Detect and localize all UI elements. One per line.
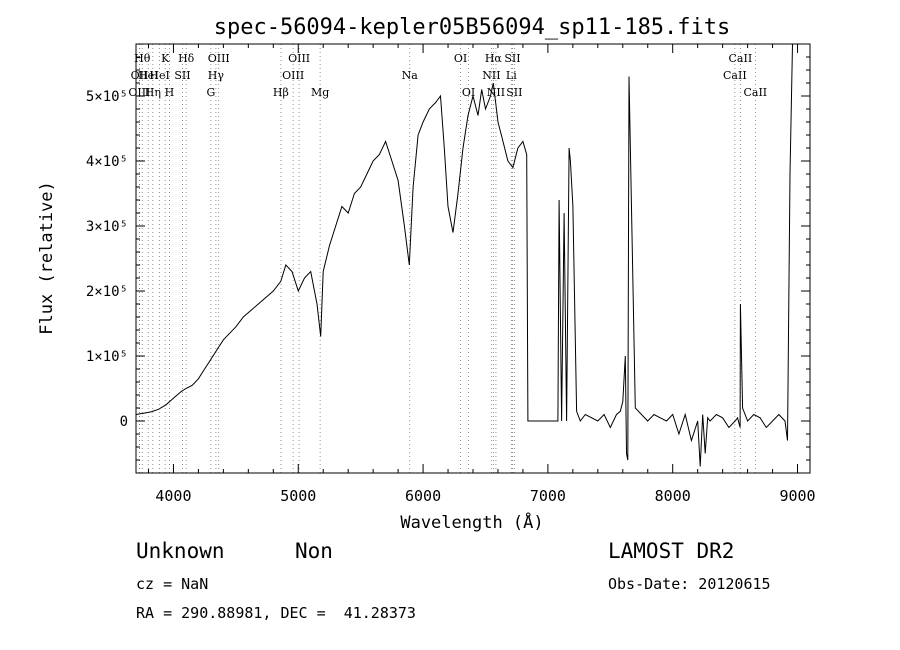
line-label: OIII — [208, 52, 230, 65]
line-label: Li — [506, 69, 517, 82]
x-tick-label: 7000 — [530, 487, 566, 505]
line-label: HeI — [149, 69, 169, 82]
line-label: Na — [402, 69, 419, 82]
y-tick-label: 5×10⁵ — [86, 89, 128, 105]
line-label: NII — [482, 69, 500, 82]
survey-name: LAMOST DR2 — [608, 539, 735, 563]
spectral-subclass: Non — [295, 539, 333, 563]
line-label: OIII — [288, 52, 310, 65]
line-label: OI — [454, 52, 467, 65]
line-label: OII — [131, 69, 149, 82]
y-tick-label: 3×10⁵ — [86, 219, 128, 235]
line-label: SII — [174, 69, 190, 82]
x-tick-label: 4000 — [155, 487, 191, 505]
plot-frame — [135, 43, 811, 474]
y-axis: 0 1×10⁵ 2×10⁵ 3×10⁵ 4×10⁵ 5×10⁵ — [86, 56, 810, 461]
x-axis-label: Wavelength (Å) — [400, 511, 543, 533]
line-label: SII — [506, 86, 522, 99]
x-tick-label: 8000 — [655, 487, 691, 505]
x-axis: 4000 5000 6000 7000 8000 9000 — [147, 44, 816, 505]
line-label: Mg — [311, 86, 329, 99]
y-tick-label: 0 — [120, 414, 128, 430]
line-label: G — [206, 86, 215, 99]
observation-date: Obs-Date: 20120615 — [608, 575, 771, 593]
line-label: Hδ — [178, 52, 195, 65]
line-label: OI — [462, 86, 475, 99]
chart-title: spec-56094-kepler05B56094_sp11-185.fits — [214, 15, 731, 40]
line-label: K — [161, 52, 170, 65]
line-label: Hβ — [273, 86, 289, 99]
line-label: Hη — [145, 86, 161, 99]
line-label: H — [165, 86, 175, 99]
spectral-line-markers — [138, 44, 756, 473]
line-label: Hγ — [208, 69, 225, 82]
spectral-line-labels: HθOIIOIIIHeIHηKHeIHSIIHδGHγOIIIHβOIIIOII… — [128, 52, 767, 99]
line-label: OIII — [282, 69, 304, 82]
line-label: CaII — [729, 52, 753, 65]
x-tick-label: 5000 — [280, 487, 316, 505]
spectrum-trace — [135, 43, 798, 467]
y-tick-label: 1×10⁵ — [86, 349, 128, 365]
x-tick-label: 9000 — [779, 487, 815, 505]
y-tick-label: 4×10⁵ — [86, 154, 128, 170]
line-label: SII — [504, 52, 520, 65]
x-tick-label: 6000 — [405, 487, 441, 505]
coordinates: RA = 290.88981, DEC = 41.28373 — [136, 604, 416, 622]
line-label: Hθ — [134, 52, 151, 65]
line-label: NII — [487, 86, 505, 99]
line-label: Hα — [485, 52, 503, 65]
line-label: CaII — [743, 86, 767, 99]
line-label: CaII — [723, 69, 747, 82]
redshift-cz: cz = NaN — [136, 575, 209, 593]
line-label: HeI — [138, 69, 158, 82]
y-tick-label: 2×10⁵ — [86, 284, 128, 300]
y-axis-label: Flux (relative) — [37, 181, 57, 335]
spectral-class: Unknown — [136, 539, 225, 563]
